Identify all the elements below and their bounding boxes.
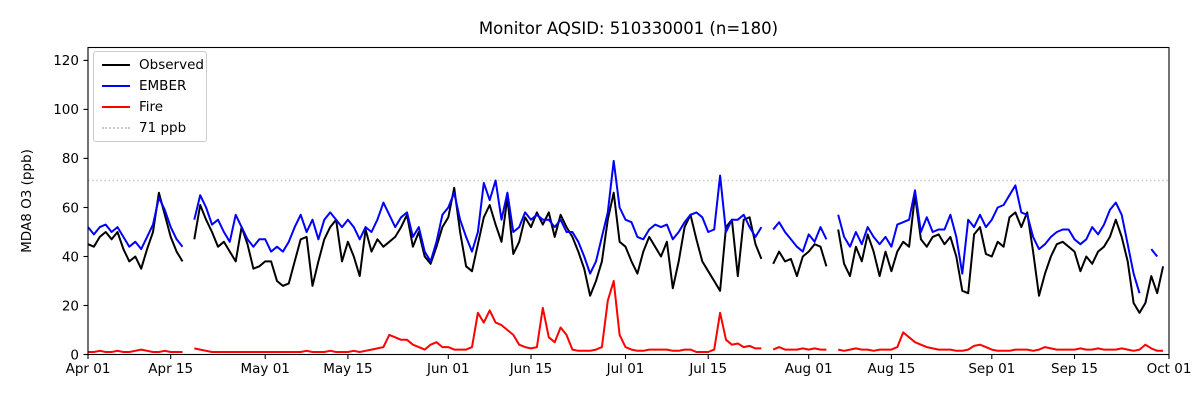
legend: Observed EMBER Fire 71 ppb: [93, 51, 207, 142]
x-tick-label: Aug 15: [867, 361, 915, 377]
x-tick-label: Oct 01: [1147, 361, 1192, 377]
y-axis: 0 20 40 60 80 100 120: [53, 53, 88, 363]
legend-item-71-ppb: 71 ppb: [102, 120, 198, 136]
y-tick-label: 20: [62, 298, 79, 314]
fire-line: [88, 280, 1164, 353]
legend-item-ember: EMBER: [102, 78, 198, 94]
x-tick-label: Jun 15: [509, 361, 553, 377]
x-tick-label: Apr 01: [66, 361, 111, 377]
legend-label: EMBER: [139, 78, 187, 95]
legend-label: Fire: [139, 98, 164, 115]
x-tick-label: Sep 15: [1051, 361, 1098, 377]
x-tick-label: Jun 01: [426, 361, 470, 377]
legend-item-observed: Observed: [102, 57, 204, 73]
x-axis: Apr 01 Apr 15 May 01 May 15 Jun 01 Jun 15 Jul …: [66, 354, 1192, 377]
y-axis-label: MDA8 O3 (ppb): [19, 149, 35, 253]
x-tick-label: Aug 01: [785, 361, 833, 377]
plot-frame: [87, 46, 1170, 356]
x-tick-label: Jul 15: [688, 361, 727, 377]
legend-line-sample: [102, 105, 130, 108]
legend-label: 71 ppb: [139, 119, 187, 136]
y-tick-label: 100: [53, 102, 79, 118]
observed-line: [87, 186, 1165, 314]
y-tick-label: 60: [62, 200, 79, 216]
x-tick-label: May 15: [323, 361, 372, 377]
legend-label: Observed: [139, 57, 204, 74]
x-tick-label: Sep 01: [968, 361, 1015, 377]
x-tick-label: Apr 15: [148, 361, 193, 377]
legend-line-sample: [102, 85, 130, 88]
y-tick-label: 40: [62, 249, 79, 265]
x-tick-label: Jul 01: [606, 361, 645, 377]
y-tick-label: 120: [53, 53, 79, 69]
legend-item-fire: Fire: [102, 99, 198, 115]
legend-line-sample: [102, 126, 130, 129]
y-tick-label: 0: [70, 347, 79, 363]
chart-title: Monitor AQSID: 510330001 (n=180): [478, 19, 779, 38]
y-tick-label: 80: [62, 151, 79, 167]
x-tick-label: May 01: [241, 361, 290, 377]
legend-line-sample: [102, 64, 130, 67]
ember-line: [87, 159, 1158, 294]
